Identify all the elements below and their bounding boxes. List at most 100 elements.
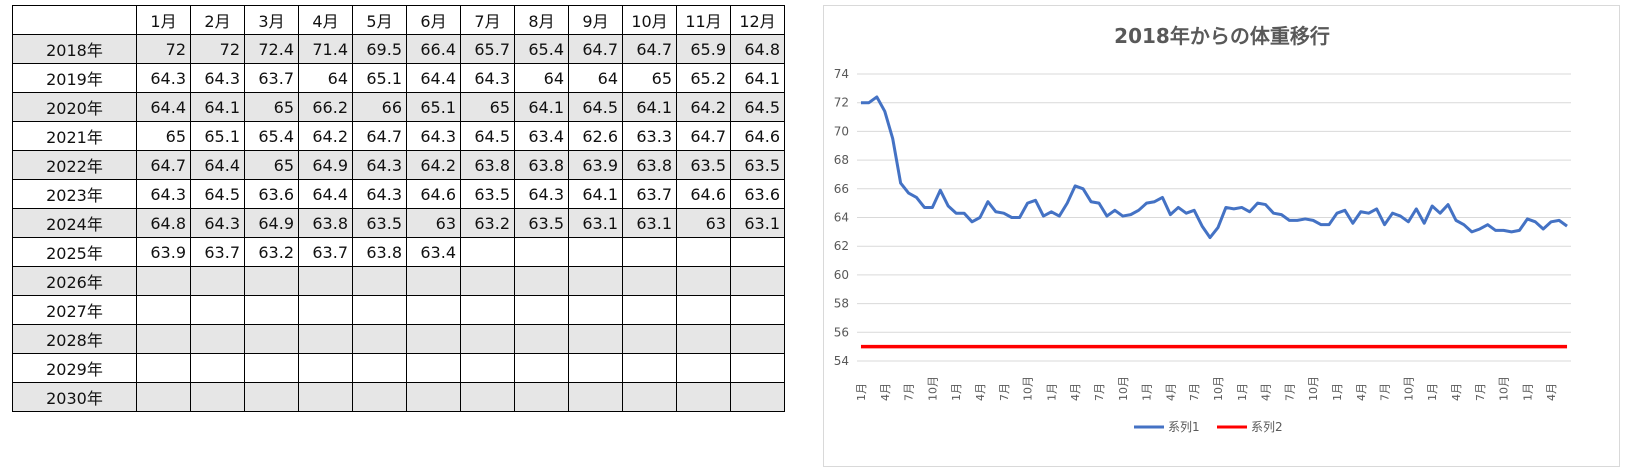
weight-cell[interactable] <box>244 324 299 354</box>
weight-cell[interactable] <box>730 353 785 383</box>
weight-cell[interactable]: 64.3 <box>136 63 191 93</box>
year-cell[interactable]: 2030年 <box>12 382 137 412</box>
weight-cell[interactable]: 63.2 <box>460 208 515 238</box>
weight-cell[interactable]: 64 <box>568 63 623 93</box>
year-cell[interactable]: 2018年 <box>12 34 137 64</box>
weight-cell[interactable]: 63.2 <box>244 237 299 267</box>
weight-cell[interactable]: 65.4 <box>244 121 299 151</box>
weight-cell[interactable]: 64.3 <box>460 63 515 93</box>
weight-cell[interactable]: 72 <box>136 34 191 64</box>
weight-cell[interactable]: 64.3 <box>514 179 569 209</box>
weight-cell[interactable] <box>190 353 245 383</box>
weight-cell[interactable]: 64.2 <box>676 92 731 122</box>
weight-cell[interactable] <box>676 324 731 354</box>
weight-cell[interactable]: 63.8 <box>298 208 353 238</box>
weight-cell[interactable] <box>190 324 245 354</box>
weight-cell[interactable] <box>514 266 569 296</box>
weight-cell[interactable] <box>244 295 299 325</box>
weight-cell[interactable]: 63.8 <box>352 237 407 267</box>
weight-cell[interactable] <box>352 295 407 325</box>
weight-cell[interactable]: 64.6 <box>676 179 731 209</box>
weight-cell[interactable]: 63.8 <box>514 150 569 180</box>
weight-cell[interactable]: 64.7 <box>352 121 407 151</box>
weight-cell[interactable]: 64.4 <box>190 150 245 180</box>
weight-cell[interactable]: 64.5 <box>190 179 245 209</box>
year-cell[interactable]: 2020年 <box>12 92 137 122</box>
weight-cell[interactable] <box>622 295 677 325</box>
weight-cell[interactable]: 64.3 <box>406 121 461 151</box>
weight-cell[interactable]: 63.5 <box>514 208 569 238</box>
weight-cell[interactable] <box>244 382 299 412</box>
year-cell[interactable]: 2024年 <box>12 208 137 238</box>
weight-cell[interactable] <box>460 353 515 383</box>
weight-cell[interactable]: 64.7 <box>676 121 731 151</box>
weight-cell[interactable]: 64.1 <box>190 92 245 122</box>
weight-cell[interactable] <box>676 266 731 296</box>
weight-cell[interactable] <box>352 382 407 412</box>
weight-cell[interactable] <box>514 237 569 267</box>
weight-cell[interactable]: 64.9 <box>244 208 299 238</box>
weight-cell[interactable]: 63.5 <box>730 150 785 180</box>
weight-cell[interactable]: 64.1 <box>730 63 785 93</box>
weight-cell[interactable]: 64.7 <box>568 34 623 64</box>
weight-cell[interactable]: 63.5 <box>460 179 515 209</box>
year-cell[interactable]: 2025年 <box>12 237 137 267</box>
weight-cell[interactable]: 64.3 <box>352 150 407 180</box>
weight-cell[interactable]: 66 <box>352 92 407 122</box>
weight-cell[interactable]: 63.9 <box>568 150 623 180</box>
weight-cell[interactable] <box>136 324 191 354</box>
weight-cell[interactable] <box>568 237 623 267</box>
weight-cell[interactable] <box>730 324 785 354</box>
weight-cell[interactable] <box>460 324 515 354</box>
weight-cell[interactable] <box>136 382 191 412</box>
year-cell[interactable]: 2022年 <box>12 150 137 180</box>
weight-cell[interactable]: 64.4 <box>406 63 461 93</box>
weight-cell[interactable]: 64 <box>514 63 569 93</box>
weight-cell[interactable]: 69.5 <box>352 34 407 64</box>
weight-cell[interactable] <box>190 382 245 412</box>
weight-cell[interactable]: 64.6 <box>730 121 785 151</box>
weight-cell[interactable] <box>298 295 353 325</box>
year-cell[interactable]: 2023年 <box>12 179 137 209</box>
weight-cell[interactable]: 63.4 <box>406 237 461 267</box>
weight-cell[interactable]: 63.7 <box>622 179 677 209</box>
weight-cell[interactable] <box>298 353 353 383</box>
year-cell[interactable]: 2027年 <box>12 295 137 325</box>
weight-cell[interactable] <box>676 382 731 412</box>
weight-cell[interactable] <box>622 324 677 354</box>
weight-cell[interactable] <box>352 266 407 296</box>
weight-cell[interactable] <box>406 266 461 296</box>
weight-cell[interactable]: 63 <box>406 208 461 238</box>
weight-cell[interactable]: 63 <box>676 208 731 238</box>
weight-cell[interactable]: 63.7 <box>190 237 245 267</box>
weight-cell[interactable] <box>514 324 569 354</box>
weight-cell[interactable] <box>568 324 623 354</box>
weight-cell[interactable]: 63.8 <box>460 150 515 180</box>
year-cell[interactable]: 2026年 <box>12 266 137 296</box>
weight-cell[interactable]: 63.4 <box>514 121 569 151</box>
year-cell[interactable]: 2028年 <box>12 324 137 354</box>
weight-cell[interactable] <box>244 353 299 383</box>
weight-cell[interactable]: 64.1 <box>622 92 677 122</box>
weight-cell[interactable]: 65.2 <box>676 63 731 93</box>
weight-cell[interactable] <box>568 353 623 383</box>
weight-cell[interactable] <box>406 353 461 383</box>
weight-cell[interactable]: 64.5 <box>730 92 785 122</box>
weight-cell[interactable] <box>136 295 191 325</box>
chart-panel[interactable]: 2018年からの体重移行 54 56 58 60 62 64 66 68 70 72 74 1月 4月… <box>823 5 1620 467</box>
weight-cell[interactable]: 64.6 <box>406 179 461 209</box>
weight-cell[interactable]: 64.8 <box>730 34 785 64</box>
weight-cell[interactable] <box>730 266 785 296</box>
weight-cell[interactable] <box>244 266 299 296</box>
weight-cell[interactable]: 65 <box>244 150 299 180</box>
weight-cell[interactable] <box>568 295 623 325</box>
weight-cell[interactable]: 71.4 <box>298 34 353 64</box>
weight-cell[interactable]: 66.4 <box>406 34 461 64</box>
weight-cell[interactable] <box>136 266 191 296</box>
weight-cell[interactable]: 65 <box>622 63 677 93</box>
weight-cell[interactable]: 64 <box>298 63 353 93</box>
weight-cell[interactable] <box>622 266 677 296</box>
weight-cell[interactable]: 64.4 <box>298 179 353 209</box>
weight-cell[interactable]: 64.1 <box>514 92 569 122</box>
weight-cell[interactable] <box>460 237 515 267</box>
